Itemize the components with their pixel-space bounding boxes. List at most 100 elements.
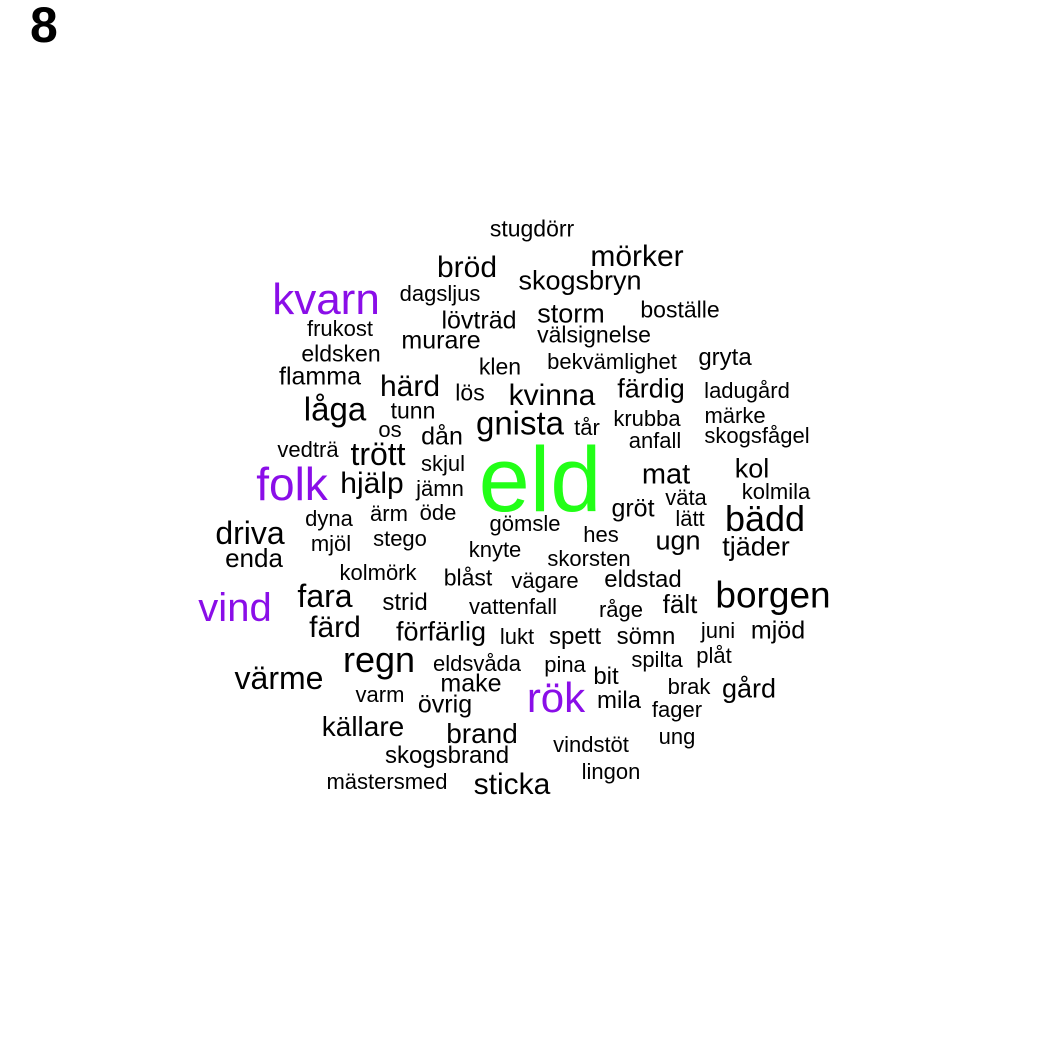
word-skogsbryn: skogsbryn [518,265,642,296]
word-lukt: lukt [499,624,535,649]
word-hes: hes [583,522,619,547]
word-trott: trött [350,436,406,472]
word-spett: spett [548,623,602,650]
word-klen: klen [478,353,522,380]
word-brak: brak [667,674,711,699]
word-grot: gröt [611,494,655,523]
word-vagare: vägare [511,568,579,593]
word-ode: öde [419,500,457,525]
word-los: lös [455,379,485,406]
word-mastersmed: mästersmed [326,769,448,794]
word-badd: bädd [724,498,806,539]
word-murare: murare [401,326,481,355]
word-fager: fager [651,697,703,722]
word-valsignelse: välsignelse [537,321,651,348]
word-tar: tår [574,415,600,440]
word-vattenfall: vattenfall [468,594,558,619]
word-strid: strid [382,589,428,616]
word-kvinna: kvinna [508,379,596,412]
word-falt: fält [662,589,698,619]
word-regn: regn [342,639,416,680]
word-dagsljus: dagsljus [399,281,481,306]
word-ung: ung [658,724,696,749]
word-lovtrad: lövträd [441,306,517,335]
word-marke: märke [704,403,766,428]
word-vata: väta [665,485,707,510]
word-stego: stego [373,526,427,551]
word-fardig: färdig [617,373,685,404]
word-gryta: gryta [698,344,752,371]
word-spilta: spilta [631,647,683,672]
word-mat: mat [641,458,691,491]
word-ovrig: övrig [417,690,473,719]
word-stugdorr: stugdörr [489,215,575,242]
panel-label: 8 [30,0,58,53]
word-driva: driva [215,515,285,551]
word-varme: värme [234,660,324,696]
word-os: os [378,417,402,442]
word-frukost: frukost [306,316,374,341]
word-latt: lätt [675,506,705,531]
word-gnista: gnista [475,404,565,442]
word-laga: låga [303,390,367,428]
word-fard: färd [309,611,361,644]
word-rage: råge [598,597,644,622]
word-pina: pina [544,652,586,677]
word-flamma: flamma [279,362,361,391]
word-mjol: mjöl [310,531,352,556]
word-eldsken: eldsken [301,340,381,367]
word-hjalp: hjälp [340,467,404,500]
word-vind: vind [198,586,272,630]
word-ugn: ugn [655,525,701,556]
word-krubba: krubba [613,406,681,431]
word-gard: gård [721,673,777,704]
word-kolmila: kolmila [741,479,811,504]
word-skjul: skjul [420,451,466,476]
word-skogsfagel: skogsfågel [704,423,810,448]
word-brand: brand [446,718,518,749]
word-hard: härd [379,370,441,403]
word-folk: folk [256,458,328,510]
word-juni: juni [700,618,736,643]
word-gomsle: gömsle [489,511,561,536]
word-eldstad: eldstad [604,566,682,593]
word-tunn: tunn [390,397,436,424]
word-tjader: tjäder [722,531,790,562]
word-ladugard: ladugård [704,378,790,403]
word-kolmork: kolmörk [339,560,417,585]
word-mjod: mjöd [750,616,806,645]
word-rok: rök [526,674,586,721]
word-eld: eld [478,429,602,531]
word-lingon: lingon [581,759,641,784]
word-blast: blåst [443,564,493,591]
word-dan: dån [421,422,463,451]
word-eldsvada: eldsvåda [432,651,522,676]
word-bit: bit [593,663,619,690]
word-anfall: anfall [628,428,682,453]
word-make: make [440,669,502,698]
word-storm: storm [537,298,605,329]
word-plat: plåt [696,643,732,668]
word-somn: sömn [616,623,676,650]
word-vedtra: vedträ [277,437,339,462]
word-enda: enda [225,543,283,573]
word-morker: mörker [590,240,684,273]
word-mila: mila [596,687,642,714]
word-kol: kol [734,453,770,484]
word-kvarn: kvarn [272,275,380,324]
word-varm: varm [355,682,405,707]
word-skorsten: skorsten [547,546,631,571]
word-brod: bröd [436,251,498,284]
word-borgen: borgen [715,574,831,616]
word-dyna: dyna [305,506,353,531]
word-knyte: knyte [468,537,522,562]
word-bostalle: boställe [640,296,720,323]
word-kallare: källare [321,711,405,742]
word-vindstot: vindstöt [553,732,629,757]
word-jamn: jämn [416,476,464,501]
word-bekvamlighet: bekvämlighet [547,349,677,374]
word-arm: ärm [370,501,408,526]
word-forfarlig: förfärlig [395,616,487,647]
word-skogsbrand: skogsbrand [384,742,510,769]
